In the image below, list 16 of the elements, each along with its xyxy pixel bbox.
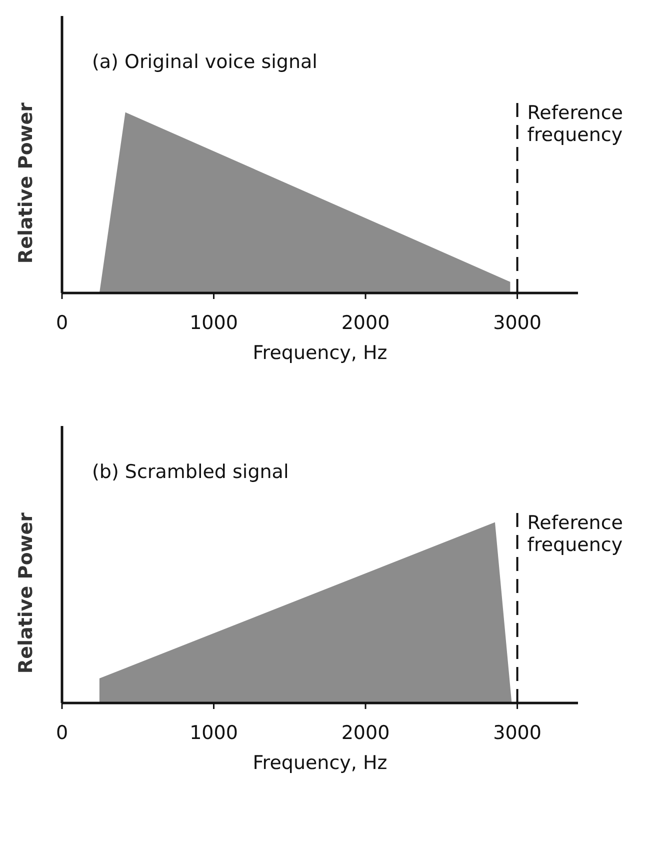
- ref-line-label: Reference frequency: [527, 102, 623, 146]
- x-tick-label: 2000: [341, 722, 390, 744]
- x-tick-label: 2000: [341, 312, 390, 334]
- x-tick-label: 3000: [493, 312, 542, 334]
- x-tick-label: 1000: [190, 722, 238, 744]
- chart-title: (b) Scrambled signal: [92, 461, 289, 483]
- x-tick-label: 1000: [190, 312, 238, 334]
- ref-line-label: Reference frequency: [527, 512, 623, 556]
- y-axis-title: Relative Power: [15, 512, 37, 674]
- x-axis-title: Frequency, Hz: [252, 342, 388, 364]
- x-tick-label: 3000: [493, 722, 542, 744]
- x-tick-label: 0: [56, 722, 68, 744]
- y-axis-title: Relative Power: [15, 102, 37, 264]
- x-axis-title: Frequency, Hz: [252, 752, 388, 774]
- chart-title: (a) Original voice signal: [92, 51, 318, 73]
- x-tick-label: 0: [56, 312, 68, 334]
